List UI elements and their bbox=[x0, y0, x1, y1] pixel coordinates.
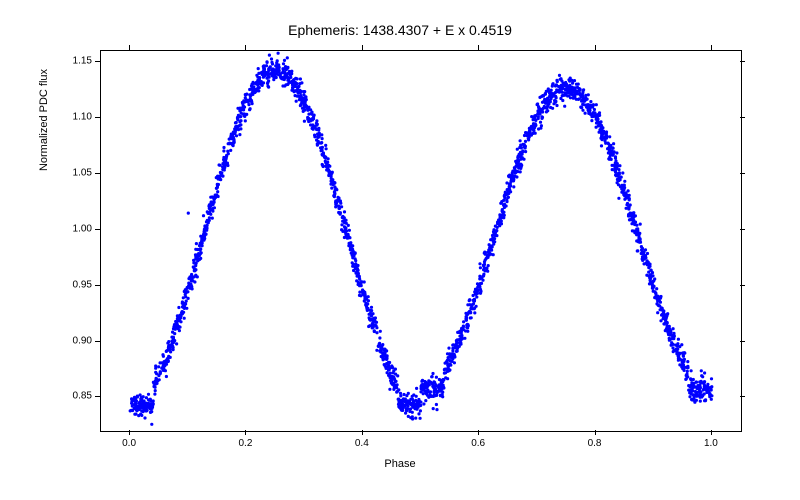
x-tick-mark bbox=[245, 45, 246, 50]
x-axis-label: Phase bbox=[0, 458, 800, 470]
y-axis-label: Normalized PDC flux bbox=[38, 0, 50, 310]
x-tick-mark bbox=[245, 430, 246, 435]
x-tick-mark bbox=[129, 430, 130, 435]
x-tick-mark bbox=[711, 45, 712, 50]
plot-area bbox=[100, 50, 742, 432]
y-tick-mark bbox=[95, 229, 100, 230]
y-tick-mark bbox=[740, 117, 745, 118]
y-tick-label: 1.15 bbox=[60, 56, 92, 67]
y-tick-mark bbox=[95, 61, 100, 62]
x-tick-mark bbox=[129, 45, 130, 50]
y-tick-mark bbox=[740, 229, 745, 230]
x-tick-mark bbox=[362, 45, 363, 50]
y-tick-mark bbox=[740, 341, 745, 342]
y-tick-label: 0.90 bbox=[60, 335, 92, 346]
x-tick-label: 0.8 bbox=[588, 438, 602, 449]
y-tick-label: 0.85 bbox=[60, 391, 92, 402]
scatter-points bbox=[101, 51, 741, 431]
x-tick-mark bbox=[362, 430, 363, 435]
y-tick-label: 0.95 bbox=[60, 279, 92, 290]
y-tick-mark bbox=[95, 341, 100, 342]
y-tick-label: 1.05 bbox=[60, 167, 92, 178]
x-tick-mark bbox=[711, 430, 712, 435]
y-tick-label: 1.00 bbox=[60, 223, 92, 234]
y-tick-mark bbox=[740, 61, 745, 62]
x-tick-mark bbox=[478, 430, 479, 435]
y-tick-mark bbox=[740, 285, 745, 286]
y-tick-mark bbox=[740, 396, 745, 397]
x-tick-mark bbox=[595, 45, 596, 50]
y-tick-mark bbox=[95, 173, 100, 174]
y-tick-mark bbox=[95, 285, 100, 286]
x-tick-label: 1.0 bbox=[704, 438, 718, 449]
x-tick-label: 0.6 bbox=[471, 438, 485, 449]
x-tick-label: 0.2 bbox=[239, 438, 253, 449]
y-tick-label: 1.10 bbox=[60, 112, 92, 123]
y-tick-mark bbox=[95, 396, 100, 397]
x-tick-mark bbox=[478, 45, 479, 50]
y-tick-mark bbox=[740, 173, 745, 174]
x-tick-mark bbox=[595, 430, 596, 435]
chart-title: Ephemeris: 1438.4307 + E x 0.4519 bbox=[0, 22, 800, 38]
x-tick-label: 0.0 bbox=[122, 438, 136, 449]
figure: Ephemeris: 1438.4307 + E x 0.4519 Phase … bbox=[0, 0, 800, 500]
y-tick-mark bbox=[95, 117, 100, 118]
x-tick-label: 0.4 bbox=[355, 438, 369, 449]
